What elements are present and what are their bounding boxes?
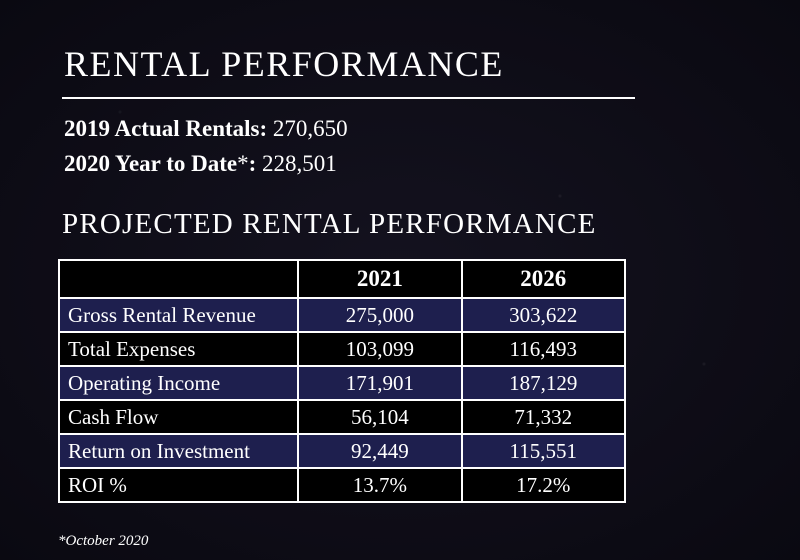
table-row-roi-percent: ROI % 13.7% 17.2%	[57, 467, 627, 503]
year-to-date-stat: 2020 Year to Date*: 228,501	[64, 152, 337, 175]
cell-2026: 116,493	[460, 331, 627, 367]
column-header-2026: 2026	[460, 259, 627, 299]
row-label: Cash Flow	[57, 399, 300, 435]
actual-rentals-stat: 2019 Actual Rentals: 270,650	[64, 117, 348, 140]
table-row-total-expenses: Total Expenses 103,099 116,493	[57, 331, 627, 367]
table-row-return-on-investment: Return on Investment 92,449 115,551	[57, 433, 627, 469]
cell-2026: 17.2%	[460, 467, 627, 503]
cell-2026: 303,622	[460, 297, 627, 333]
cell-2026: 115,551	[460, 433, 627, 469]
cell-2021: 13.7%	[297, 467, 463, 503]
title-divider	[62, 97, 635, 99]
year-to-date-label: 2020 Year to Date	[64, 151, 238, 176]
cell-2021: 171,901	[297, 365, 463, 401]
projected-section-title: PROJECTED RENTAL PERFORMANCE	[62, 208, 597, 240]
cell-2021: 275,000	[297, 297, 463, 333]
row-label: Total Expenses	[57, 331, 300, 367]
table-row-cash-flow: Cash Flow 56,104 71,332	[57, 399, 627, 435]
column-header-2021: 2021	[297, 259, 463, 299]
column-header-empty	[57, 259, 300, 299]
row-label: Operating Income	[57, 365, 300, 401]
table-row-gross-rental-revenue: Gross Rental Revenue 275,000 303,622	[57, 297, 627, 333]
actual-rentals-value: 270,650	[272, 116, 348, 141]
cell-2026: 187,129	[460, 365, 627, 401]
actual-rentals-label: 2019 Actual Rentals:	[64, 116, 268, 141]
row-label: ROI %	[57, 467, 300, 503]
row-label: Gross Rental Revenue	[57, 297, 300, 333]
row-label: Return on Investment	[57, 433, 300, 469]
cell-2021: 92,449	[297, 433, 463, 469]
cell-2021: 56,104	[297, 399, 463, 435]
cell-2026: 71,332	[460, 399, 627, 435]
table-header-row: 2021 2026	[57, 259, 627, 299]
table-row-operating-income: Operating Income 171,901 187,129	[57, 365, 627, 401]
footnote: *October 2020	[58, 533, 149, 549]
year-to-date-value: 228,501	[262, 151, 337, 176]
year-to-date-footnote-marker: *	[237, 151, 249, 176]
year-to-date-colon: :	[248, 151, 257, 176]
projected-performance-table: 2021 2026 Gross Rental Revenue 275,000 3…	[57, 259, 627, 503]
cell-2021: 103,099	[297, 331, 463, 367]
page-title: RENTAL PERFORMANCE	[64, 44, 504, 84]
